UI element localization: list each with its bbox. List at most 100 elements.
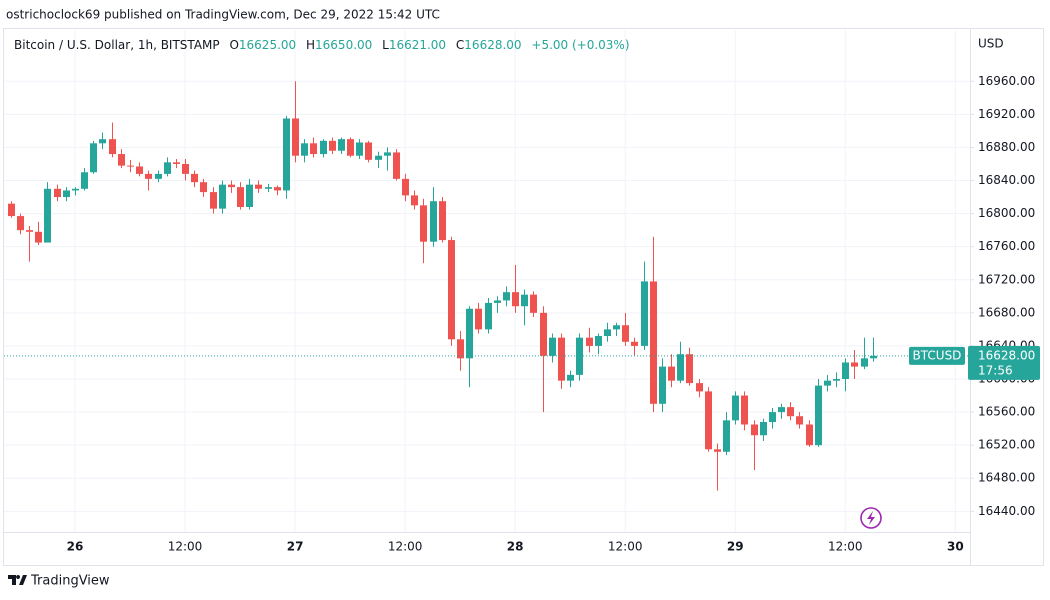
candle-body [870,355,877,359]
x-tick-label: 28 [507,540,524,554]
candle-body [155,173,162,179]
candle-body [760,422,767,436]
candle-body [127,165,134,167]
ohlc-label: O [229,38,238,52]
candle-body [530,294,537,313]
y-tick-label: 16440.00 [978,504,1035,518]
candle-body [512,292,519,307]
candle-body [567,374,574,381]
price-tag-countdown: 17:56 [978,363,1013,377]
candle-body [292,118,299,156]
x-tick-label: 27 [287,540,304,554]
candle-body [99,139,106,144]
candle-body [26,230,33,232]
footer-logo[interactable]: TradingView [8,574,110,589]
legend: Bitcoin / U.S. Dollar, 1h, BITSTAMP O 166… [14,38,630,52]
candle-body [494,300,501,303]
candle-body [210,192,217,209]
y-tick-label: 16920.00 [978,107,1035,121]
x-tick-label: 12:00 [388,540,423,554]
candle-body [448,240,455,340]
candle-body [751,424,758,436]
candle-body [228,184,235,188]
candle-body [778,407,785,413]
candle-body [586,337,593,346]
candle-body [283,118,290,191]
candle-body [540,312,547,356]
alert-icon[interactable] [860,507,882,529]
y-tick-label: 16840.00 [978,173,1035,187]
candle-body [576,337,583,375]
logo-icon [8,575,27,585]
candle-body [696,383,703,392]
x-tick-label: 26 [67,540,84,554]
candle-body [8,203,15,217]
candle-body [457,339,464,359]
candle-body [164,162,171,174]
candle-body [375,155,382,160]
y-tick-label: 16680.00 [978,305,1035,319]
change: +5.00 (+0.03%) [531,38,629,52]
candle-body [420,205,427,242]
candle-body [365,142,372,160]
candle-body [393,152,400,179]
candle-body [237,187,244,207]
candle-body [402,178,409,196]
candle-body [72,188,79,191]
symbol-tag [909,346,965,365]
candle-body [769,412,776,423]
candle-body [861,358,868,367]
candle-body [246,184,253,207]
candle-body [641,281,648,346]
candle-body [705,391,712,450]
candle-body [558,337,565,381]
candle-body [466,308,473,359]
candle-body [338,139,345,151]
candle-body [613,325,620,330]
candle-body [109,139,116,155]
candle-body [503,292,510,301]
y-tick-label: 16560.00 [978,405,1035,419]
candle-body [549,337,556,356]
candle-body [54,188,61,198]
candle-body [44,188,51,243]
candle-body [659,366,666,404]
alert-bolt [867,511,875,525]
ohlc-label: L [382,38,389,52]
candle-body [430,201,437,242]
candle-body [356,142,363,156]
candle-body [824,380,831,386]
candle-body [439,201,446,241]
y-tick-label: 16480.00 [978,471,1035,485]
currency-label: USD [978,37,1004,51]
candle-body [136,166,143,174]
candle-body [485,302,492,330]
candle-body [631,341,638,346]
price-tag-value: 16628.00 [978,348,1035,362]
x-tick-label: 12:00 [608,540,643,554]
published-line: ostrichoclock69 published on TradingView… [6,8,440,22]
candle-body [63,190,70,198]
candle-body [732,395,739,421]
grid [4,30,970,532]
candle-body [274,187,281,191]
candle-body [200,182,207,193]
candle-body [17,216,24,231]
candle-body [677,354,684,381]
symbol-title: Bitcoin / U.S. Dollar, 1h, BITSTAMP [14,38,220,52]
candle-body [475,308,482,330]
candle-body [650,281,657,404]
symbol-tag-label: BTCUSD [913,348,962,362]
candle-body [842,362,849,380]
candle-body [668,366,675,381]
candle-body [265,187,272,189]
ohlc-label: H [306,38,315,52]
candle-body [347,139,354,156]
candle-body [411,195,418,206]
brand: TradingView [30,574,110,589]
candle-body [686,354,693,384]
ohlc-value: 16628.00 [464,38,521,52]
candle-body [35,231,42,243]
y-tick-label: 16520.00 [978,438,1035,452]
